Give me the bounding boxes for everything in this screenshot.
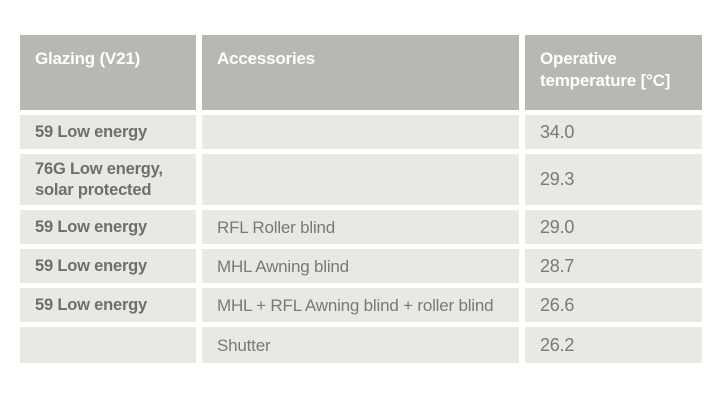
accessories-cell: Shutter xyxy=(202,327,519,363)
column-header-accessories: Accessories xyxy=(202,35,519,110)
glazing-cell: 76G Low energy, solar protected xyxy=(20,154,196,205)
accessories-cell: RFL Roller blind xyxy=(202,210,519,244)
temperature-cell: 26.2 xyxy=(525,327,702,363)
temperature-cell: 26.6 xyxy=(525,288,702,322)
glazing-cell xyxy=(20,327,196,363)
column-header-operative-temperature: Operative temperature [°C] xyxy=(525,35,702,110)
glazing-cell: 59 Low energy xyxy=(20,288,196,322)
accessories-cell xyxy=(202,115,519,149)
accessories-cell xyxy=(202,154,519,205)
glazing-temperature-table: Glazing (V21) Accessories Operative temp… xyxy=(20,35,702,363)
temperature-cell: 29.0 xyxy=(525,210,702,244)
column-header-glazing: Glazing (V21) xyxy=(20,35,196,110)
glazing-cell: 59 Low energy xyxy=(20,249,196,283)
temperature-cell: 34.0 xyxy=(525,115,702,149)
glazing-cell: 59 Low energy xyxy=(20,115,196,149)
accessories-cell: MHL + RFL Awning blind + roller blind xyxy=(202,288,519,322)
glazing-cell: 59 Low energy xyxy=(20,210,196,244)
temperature-cell: 28.7 xyxy=(525,249,702,283)
accessories-cell: MHL Awning blind xyxy=(202,249,519,283)
temperature-cell: 29.3 xyxy=(525,154,702,205)
